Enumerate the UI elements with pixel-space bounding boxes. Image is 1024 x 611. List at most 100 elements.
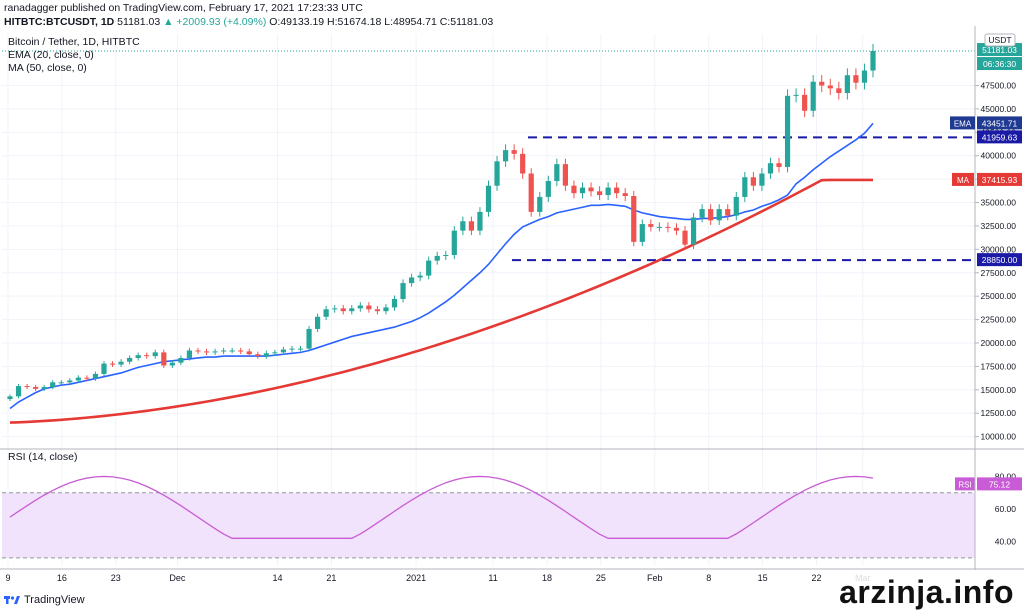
candle-body bbox=[656, 226, 662, 228]
candle-body bbox=[648, 224, 654, 227]
candle-body bbox=[349, 308, 355, 312]
candle-body bbox=[622, 193, 628, 196]
candle-body bbox=[152, 352, 158, 357]
tradingview-logo[interactable]: TradingView bbox=[4, 594, 85, 606]
tradingview-brand: TradingView bbox=[24, 594, 85, 606]
x-tick-label: Feb bbox=[647, 573, 663, 583]
candle-body bbox=[280, 349, 287, 353]
candle-body bbox=[408, 277, 415, 284]
candle-body bbox=[400, 283, 406, 299]
candle-body bbox=[58, 382, 64, 384]
rsi-tag: RSI bbox=[958, 480, 971, 489]
ma-value-tag: 37415.93 bbox=[982, 175, 1018, 185]
candle-body bbox=[144, 355, 150, 357]
symbol-label: HITBTC:BTCUSDT, 1D bbox=[4, 16, 115, 28]
candle-body bbox=[323, 309, 329, 317]
candle-body bbox=[742, 177, 748, 197]
rsi-pane: 80.00 60.00 40.00 RSI 75.12 bbox=[2, 471, 1022, 559]
candle-body bbox=[468, 221, 475, 231]
candle-body bbox=[699, 209, 705, 218]
rsi-tag-box bbox=[955, 477, 975, 491]
candle-body bbox=[793, 94, 799, 96]
rsi-value: 75.12 bbox=[989, 479, 1011, 489]
candle-body bbox=[673, 227, 680, 231]
candle-body bbox=[690, 217, 697, 245]
y-tick-label: 30000.00 bbox=[981, 244, 1017, 254]
candle-body bbox=[682, 230, 688, 245]
last-price: 51181.03 bbox=[117, 16, 161, 28]
candle-body bbox=[169, 362, 175, 366]
candle-body bbox=[340, 308, 346, 312]
ema-tag: EMA bbox=[954, 119, 972, 128]
currency-box[interactable] bbox=[984, 33, 1016, 47]
candle-body bbox=[195, 350, 201, 352]
candle-body bbox=[383, 307, 389, 312]
y-tick-label: 47500.00 bbox=[981, 81, 1017, 91]
chart-header: ranadagger published on TradingView.com,… bbox=[4, 1, 493, 29]
candle-body bbox=[229, 350, 235, 352]
candle-body bbox=[861, 70, 868, 83]
candle-body bbox=[819, 81, 825, 86]
candle-body bbox=[434, 255, 440, 261]
candle-body bbox=[357, 305, 363, 309]
ma-tag-box bbox=[952, 172, 974, 186]
candle-body bbox=[332, 308, 338, 310]
candle-body bbox=[528, 173, 534, 212]
candle-body bbox=[460, 221, 466, 231]
candle-body bbox=[84, 377, 90, 379]
candle-body bbox=[716, 209, 722, 221]
candle-body bbox=[272, 352, 278, 354]
level-lower-tag-box bbox=[977, 253, 1022, 267]
candle-body bbox=[33, 387, 39, 389]
candle-body bbox=[7, 396, 13, 400]
y-tick-label: 35000.00 bbox=[981, 198, 1017, 208]
candle-body bbox=[605, 187, 611, 196]
x-tick-label: 21 bbox=[326, 573, 336, 583]
countdown-tag: 06:36:30 bbox=[983, 59, 1016, 69]
candle-body bbox=[545, 181, 551, 197]
candle-body bbox=[135, 355, 141, 358]
candle-body bbox=[67, 380, 73, 383]
candle-body bbox=[554, 164, 560, 182]
legend-ema: EMA (20, close, 0) bbox=[8, 49, 94, 61]
candle-body bbox=[870, 51, 876, 71]
grid-lines bbox=[2, 34, 975, 566]
candle-body bbox=[639, 224, 645, 242]
candle-body bbox=[631, 195, 637, 242]
site-watermark: arzinja.info bbox=[835, 574, 1018, 611]
x-tick-label: 11 bbox=[488, 573, 497, 583]
y-tick-label: 27500.00 bbox=[981, 268, 1017, 278]
candle-body bbox=[161, 352, 167, 366]
candle-body bbox=[494, 161, 500, 186]
candle-body bbox=[50, 382, 56, 388]
candle-body bbox=[238, 350, 244, 352]
candle-body bbox=[92, 373, 99, 379]
candle-body bbox=[297, 348, 304, 350]
candle-body bbox=[708, 209, 714, 221]
y-tick-label: 45000.00 bbox=[981, 104, 1017, 114]
candle-body bbox=[827, 85, 833, 89]
x-tick-label: 15 bbox=[758, 573, 768, 583]
y-tick-label: 25000.00 bbox=[981, 291, 1017, 301]
publish-line: ranadagger published on TradingView.com,… bbox=[4, 2, 363, 14]
x-tick-label: 8 bbox=[706, 573, 711, 583]
rsi-tick-label: 60.00 bbox=[995, 504, 1017, 514]
candle-body bbox=[246, 351, 252, 355]
x-tick-label: 14 bbox=[272, 573, 282, 583]
candle-body bbox=[75, 377, 81, 381]
x-tick-label: 23 bbox=[111, 573, 121, 583]
candle-body bbox=[118, 361, 124, 365]
legend-rsi: RSI (14, close) bbox=[8, 451, 77, 463]
candle-body bbox=[443, 254, 449, 256]
ema-value-tag: 43451.71 bbox=[982, 118, 1018, 128]
ema-tag-box bbox=[950, 116, 975, 130]
candle-body bbox=[725, 209, 731, 216]
candle-body bbox=[417, 275, 423, 278]
candle-body bbox=[109, 363, 116, 365]
candle-body bbox=[426, 260, 432, 276]
candle-body bbox=[614, 187, 620, 194]
candle-body bbox=[520, 153, 526, 174]
y-tick-label: 17500.00 bbox=[981, 361, 1017, 371]
y-tick-label: 12500.00 bbox=[981, 408, 1017, 418]
rsi-tick-label: 40.00 bbox=[995, 537, 1017, 547]
